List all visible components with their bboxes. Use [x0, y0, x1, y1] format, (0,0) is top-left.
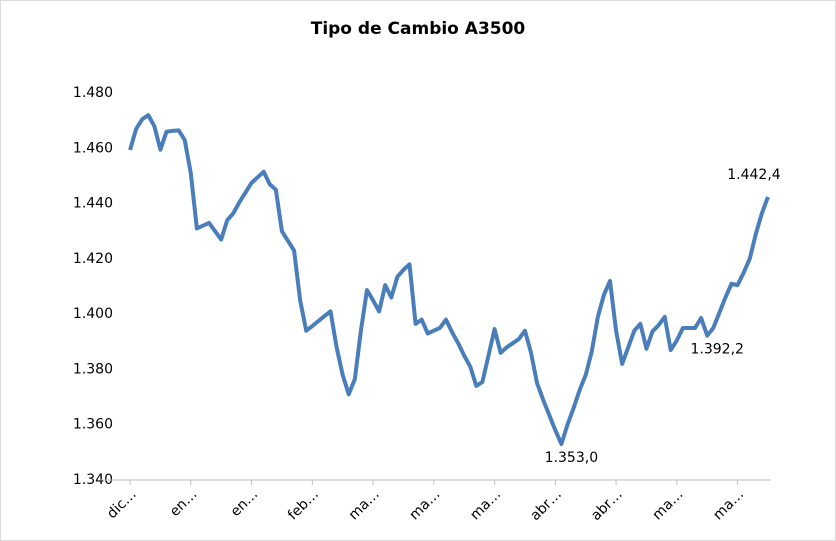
- data-label: 1.392,2: [690, 342, 743, 358]
- chart-title: Tipo de Cambio A3500: [311, 19, 526, 39]
- line-series: [128, 113, 770, 447]
- y-tick-label: 1.440: [73, 196, 113, 212]
- y-tick-label: 1.340: [73, 472, 113, 488]
- data-label: 1.353,0: [545, 450, 598, 466]
- y-tick-label: 1.460: [73, 140, 113, 156]
- y-tick-label: 1.360: [73, 417, 113, 433]
- y-tick-label: 1.480: [73, 85, 113, 101]
- y-tick-label: 1.420: [73, 251, 113, 267]
- data-label: 1.442,4: [727, 167, 781, 183]
- y-tick-label: 1.400: [73, 306, 113, 322]
- y-tick-label: 1.380: [73, 361, 113, 377]
